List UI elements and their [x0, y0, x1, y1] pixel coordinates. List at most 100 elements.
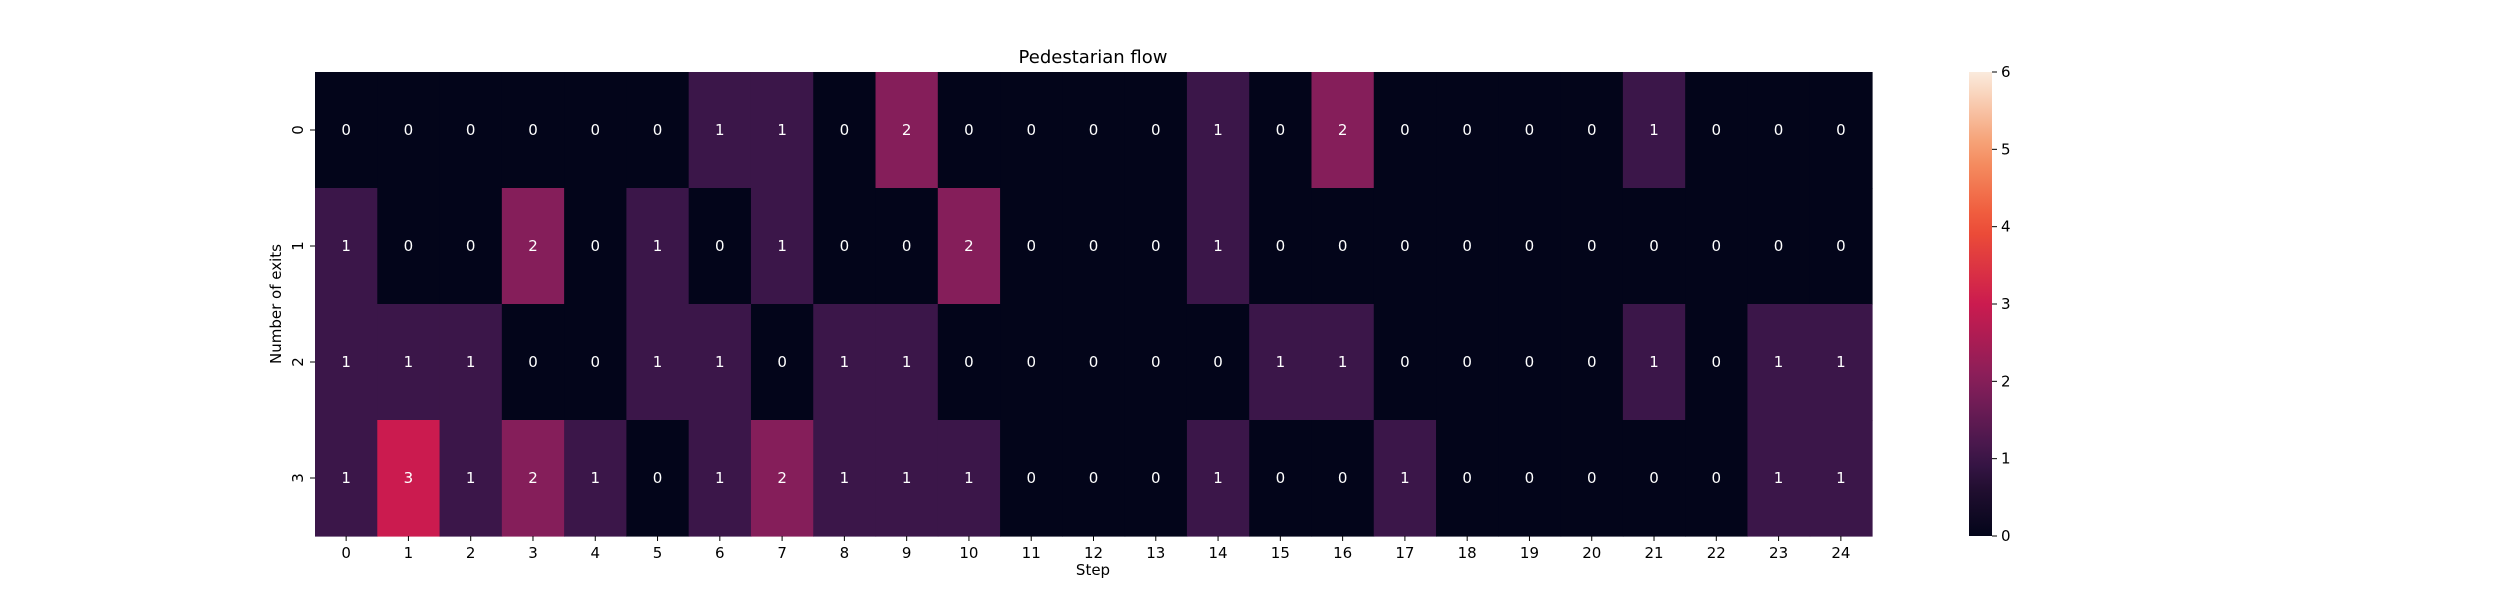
heatmap-cell	[315, 188, 378, 305]
x-tick-label: 19	[1520, 544, 1539, 562]
heatmap-cell	[377, 72, 441, 189]
heatmap-cell	[1249, 420, 1313, 537]
heatmap-cell	[937, 72, 1001, 189]
cell-value-label: 1	[715, 121, 725, 139]
heatmap-cell	[1498, 72, 1562, 189]
cell-value-label: 1	[466, 469, 476, 487]
x-tick-label: 4	[590, 544, 600, 562]
cell-value-label: 0	[1774, 121, 1784, 139]
heatmap-cell	[1622, 72, 1686, 189]
heatmap-cell	[750, 420, 814, 537]
heatmap-cell	[1436, 72, 1499, 189]
x-tick-label: 3	[528, 544, 538, 562]
cell-value-label: 0	[1400, 353, 1410, 371]
cell-value-label: 2	[528, 469, 538, 487]
heatmap-cell	[1186, 420, 1250, 537]
cell-value-label: 1	[777, 121, 787, 139]
cell-value-label: 0	[1649, 237, 1659, 255]
cell-value-label: 0	[902, 237, 912, 255]
heatmap-cell	[1809, 188, 1873, 305]
heatmap-cell	[688, 72, 752, 189]
x-tick-label: 1	[404, 544, 414, 562]
cell-value-label: 0	[653, 121, 663, 139]
cell-value-label: 1	[840, 353, 850, 371]
heatmap-cell	[1124, 420, 1188, 537]
heatmap-cell	[1249, 188, 1313, 305]
colorbar-tick-label: 6	[2001, 63, 2011, 81]
heatmap-cell	[1373, 188, 1437, 305]
colorbar-tick-label: 5	[2001, 140, 2011, 158]
x-axis: 0 1 2 3 4 5 6 7 8 9 10 11 12 13 14 15 16 17 18 19 20 21 22 23 24	[341, 536, 1850, 562]
cell-value-label: 0	[1712, 237, 1722, 255]
heatmap-cell	[1062, 188, 1126, 305]
cell-value-label: 1	[840, 469, 850, 487]
heatmap-cell	[1124, 72, 1188, 189]
cell-value-label: 1	[964, 469, 974, 487]
cell-value-label: 0	[1089, 353, 1099, 371]
cell-value-label: 1	[1276, 353, 1286, 371]
heatmap-cell	[315, 72, 378, 189]
cell-value-label: 0	[1525, 469, 1535, 487]
cell-value-label: 0	[1276, 121, 1286, 139]
heatmap-cell	[1124, 188, 1188, 305]
cell-value-label: 1	[1836, 469, 1846, 487]
cell-value-label: 0	[1462, 121, 1472, 139]
x-tick-label: 18	[1458, 544, 1477, 562]
heatmap-cell	[1436, 420, 1499, 537]
cell-value-label: 0	[590, 121, 600, 139]
x-tick-label: 7	[777, 544, 787, 562]
heatmap-cell	[1685, 72, 1749, 189]
heatmap-cell	[626, 304, 690, 421]
heatmap-cell	[1000, 72, 1063, 189]
cell-value-label: 0	[1712, 353, 1722, 371]
heatmap-cell	[1747, 72, 1811, 189]
heatmap-cell	[564, 72, 627, 189]
heatmap-cell	[1747, 420, 1811, 537]
heatmap-cell	[813, 420, 877, 537]
cell-value-label: 1	[1338, 353, 1348, 371]
cell-value-label: 0	[1462, 237, 1472, 255]
cell-value-label: 0	[1836, 121, 1846, 139]
heatmap-cell	[1685, 188, 1749, 305]
cell-value-label: 0	[1587, 121, 1597, 139]
cell-value-label: 0	[1836, 237, 1846, 255]
cell-value-label: 0	[1774, 237, 1784, 255]
cell-value-label: 1	[1213, 121, 1223, 139]
y-axis: 0 1 2 3	[289, 125, 315, 483]
heatmap-cell	[937, 188, 1001, 305]
heatmap-cell	[1311, 304, 1375, 421]
x-tick-label: 17	[1395, 544, 1414, 562]
cell-value-label: 0	[1151, 121, 1161, 139]
cell-value-label: 0	[1525, 237, 1535, 255]
cell-value-label: 0	[1151, 237, 1161, 255]
heatmap-cell	[1436, 188, 1499, 305]
heatmap-cell	[1622, 188, 1686, 305]
heatmap-cell	[564, 304, 627, 421]
cell-value-label: 1	[1400, 469, 1410, 487]
cell-value-label: 0	[1151, 469, 1161, 487]
heatmap-cells: 0 0 0 0 0 0 1 1 0 2 0 0 0 0 1 0 2 0 0 0 0 1 0 0 0 1 0 0 2 0 1 0 1 0 0 2 0 0 0 1…	[315, 72, 1873, 537]
x-tick-label: 22	[1707, 544, 1726, 562]
heatmap-cell	[1747, 304, 1811, 421]
cell-value-label: 1	[653, 353, 663, 371]
y-tick-label: 3	[289, 473, 307, 483]
cell-value-label: 0	[1338, 237, 1348, 255]
heatmap-cell	[315, 420, 378, 537]
cell-value-label: 0	[1400, 237, 1410, 255]
y-tick-label: 0	[289, 125, 307, 135]
cell-value-label: 0	[1089, 121, 1099, 139]
heatmap-cell	[439, 188, 503, 305]
heatmap-cell	[1124, 304, 1188, 421]
colorbar-gradient	[1969, 72, 1992, 536]
heatmap-cell	[1000, 188, 1063, 305]
x-tick-label: 5	[653, 544, 663, 562]
cell-value-label: 0	[341, 121, 351, 139]
heatmap-cell	[1809, 72, 1873, 189]
cell-value-label: 0	[1026, 237, 1036, 255]
heatmap-cell	[1186, 304, 1250, 421]
heatmap-cell	[501, 188, 565, 305]
cell-value-label: 0	[1587, 469, 1597, 487]
cell-value-label: 0	[1026, 121, 1036, 139]
cell-value-label: 1	[715, 469, 725, 487]
